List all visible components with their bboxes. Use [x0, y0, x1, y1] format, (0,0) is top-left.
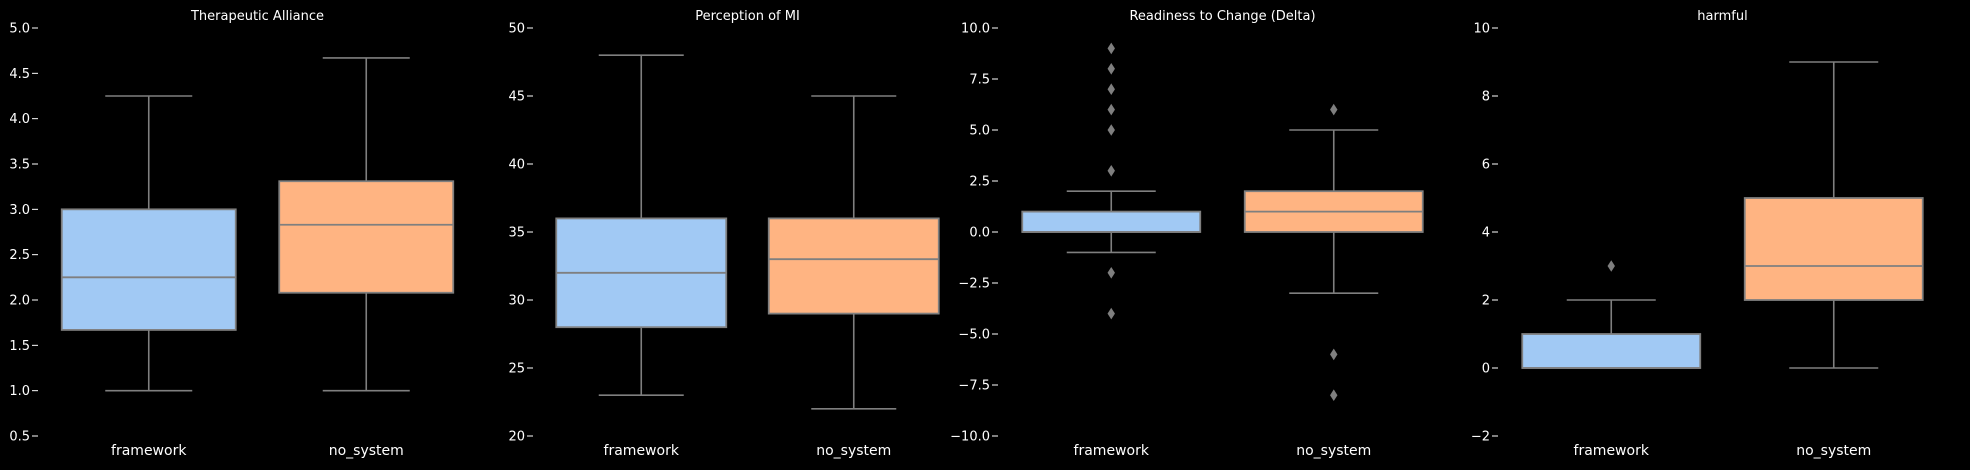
- y-tick-label: 0.0: [969, 226, 990, 241]
- x-category-label: no_system: [329, 443, 404, 459]
- y-tick-label: 4.5: [9, 67, 30, 82]
- box-no_system: [278, 180, 455, 294]
- y-tick-label: 0: [1482, 362, 1490, 377]
- y-tick-label: 20: [508, 430, 525, 445]
- y-tick-label: 4: [1482, 226, 1490, 241]
- y-tick-label: 10.0: [961, 22, 990, 37]
- y-tick-label: −7.5: [958, 379, 990, 394]
- y-tick-label: 3.5: [9, 158, 30, 173]
- outlier-point: [1107, 62, 1115, 75]
- y-tick-label: 6: [1482, 158, 1490, 173]
- outlier-point: [1107, 103, 1115, 116]
- chart-title: Perception of MI: [695, 9, 800, 24]
- outlier-point: [1107, 124, 1115, 136]
- chart-title: Readiness to Change (Delta): [1129, 9, 1315, 24]
- y-tick-label: 2: [1482, 294, 1490, 309]
- y-tick-label: 40: [508, 158, 525, 173]
- outlier-point: [1330, 103, 1338, 116]
- outlier-point: [1607, 260, 1615, 272]
- x-category-label: framework: [111, 443, 187, 459]
- y-tick-label: 45: [508, 90, 525, 105]
- outlier-point: [1107, 83, 1115, 96]
- y-tick-label: 5.0: [969, 124, 990, 139]
- y-tick-label: −5.0: [958, 328, 990, 343]
- y-tick-label: 1.0: [9, 384, 30, 399]
- chart-title: harmful: [1697, 9, 1747, 24]
- y-tick-label: −2: [1471, 430, 1490, 445]
- outlier-point: [1107, 266, 1115, 279]
- y-tick-label: −2.5: [958, 277, 990, 292]
- y-tick-label: 3.0: [9, 203, 30, 218]
- y-tick-label: 0.5: [9, 430, 30, 445]
- x-category-label: no_system: [1296, 443, 1371, 459]
- outlier-point: [1330, 348, 1338, 361]
- x-category-label: framework: [1074, 443, 1150, 459]
- y-tick-label: 30: [508, 294, 525, 309]
- y-tick-label: 25: [508, 362, 525, 377]
- chart-title: Therapeutic Alliance: [190, 9, 324, 24]
- x-category-label: no_system: [1796, 443, 1871, 459]
- x-category-label: framework: [604, 443, 680, 459]
- box-no_system: [1743, 197, 1924, 301]
- outlier-point: [1107, 42, 1115, 55]
- y-tick-label: 8: [1482, 90, 1490, 105]
- box-framework: [1021, 210, 1202, 233]
- y-tick-label: 2.5: [969, 175, 990, 190]
- y-tick-label: 2.5: [9, 248, 30, 263]
- y-tick-label: 4.0: [9, 112, 30, 127]
- box-framework: [60, 208, 237, 331]
- x-category-label: framework: [1574, 443, 1650, 459]
- y-tick-label: 10: [1473, 22, 1490, 37]
- y-tick-label: −10.0: [950, 430, 990, 445]
- y-tick-label: 1.5: [9, 339, 30, 354]
- outlier-point: [1107, 164, 1115, 177]
- y-tick-label: 7.5: [969, 73, 990, 88]
- outlier-point: [1107, 307, 1115, 320]
- x-category-label: no_system: [816, 443, 891, 459]
- y-tick-label: 2.0: [9, 294, 30, 309]
- y-tick-label: 35: [508, 226, 525, 241]
- box-no_system: [767, 217, 940, 315]
- y-tick-label: 50: [508, 22, 525, 37]
- box-framework: [1521, 333, 1702, 369]
- outlier-point: [1330, 389, 1338, 402]
- y-tick-label: 5.0: [9, 22, 30, 37]
